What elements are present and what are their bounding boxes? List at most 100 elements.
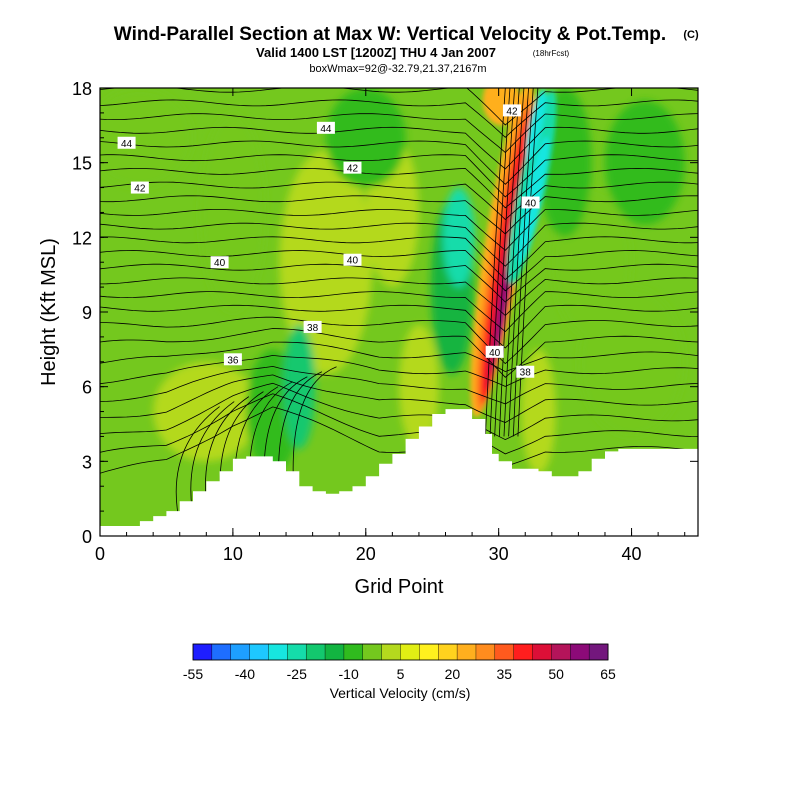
contour-label-text: 40 [489,348,501,359]
theta-contour-line [489,88,511,437]
colorbar-swatch [362,643,383,661]
colorbar-swatch [419,643,439,661]
theta-contour-line [494,88,516,437]
theta-contour-line [100,393,698,455]
terrain-mask [100,409,698,536]
theta-contour-line [100,304,698,349]
chart-info: boxWmax=92@-32.79,21.37,2167m [309,63,486,75]
contour-label-box [516,365,535,378]
theta-contour-line [100,328,698,378]
contour-label-text: 44 [121,139,133,150]
colorbar-tick-label: 20 [445,666,461,682]
theta-contour-line [100,382,698,441]
colorbar-swatch [249,643,269,661]
theta-contour-line [100,250,698,292]
y-tick-label: 15 [72,154,92,174]
contour-label-box [502,104,521,117]
colorbar-swatch [305,643,326,661]
x-tick-label: 40 [622,544,642,564]
colorbar-swatch [532,643,552,661]
contour-label: 44 [117,136,136,150]
colorbar-swatch [268,643,288,661]
theta-contour-line [100,341,698,373]
w-region-11 [283,324,316,449]
contour-label-text: 44 [320,124,332,135]
contour-label-box [343,253,362,266]
colorbar-tick-label: 50 [548,666,564,682]
contour-label-text: 40 [347,256,359,267]
colorbar [192,643,609,661]
downdraft-2 [525,88,546,162]
colorbar-swatch [287,643,307,661]
contour-label: 40 [210,256,229,269]
y-tick-label: 18 [72,79,92,99]
w-region-14 [604,100,685,225]
colorbar-tick-label: -10 [339,666,359,682]
x-axis-label: Grid Point [355,576,444,598]
colorbar-swatch [475,643,496,661]
colorbar-swatch [456,643,477,661]
y-tick-label: 9 [82,303,92,323]
theta-contour-line [100,365,698,405]
colorbar-swatch [494,643,515,661]
subtitle-note: (18hrFcst) [533,49,570,58]
x-tick-label: 30 [489,544,509,564]
colorbar-tick-label: 5 [397,666,405,682]
x-tick-label: 0 [95,544,105,564]
contour-label-box [223,353,242,366]
contour-label: 42 [130,181,149,195]
theta-contour-line [508,88,529,437]
w-region-8 [399,324,439,449]
theta-contour-line [100,154,698,198]
colorbar-swatch [570,643,590,661]
contour-label: 38 [303,320,322,334]
contour-label-box [485,345,504,358]
y-tick-label: 0 [82,527,92,547]
w-region-3 [100,88,194,188]
colorbar-swatch [513,643,534,661]
theta-contour-line [512,88,534,437]
theta-contour-line [100,209,698,251]
theta-contour-line [100,140,698,185]
contour-label: 36 [223,353,242,366]
contour-label-text: 38 [307,323,319,334]
colorbar-tick-label: 65 [600,666,616,682]
colorbar-tick-label: -55 [183,666,203,682]
plot-area: 44 42 44 42 40 40 38 36 40 38 40 42 [100,88,698,536]
contour-label: 40 [521,196,540,209]
contour-label-text: 40 [525,198,537,209]
y-tick-label: 6 [82,378,92,398]
theta-contour-line [100,195,698,235]
chart-title: Wind-Parallel Section at Max W: Vertical… [114,24,666,45]
colorbar-swatch [343,643,364,661]
contour-label-text: 40 [214,258,226,269]
colorbar-swatch [438,643,458,661]
contour-label-text: 42 [347,164,359,175]
theta-contour-line [100,316,698,365]
contour-label: 38 [516,365,535,379]
theta-contour-line [100,222,698,267]
colorbar-swatch [588,643,609,661]
colorbar-ticks: -55 -40 -25 -10 5 20 35 50 65 [183,666,616,682]
theta-contour-labels: 44 42 44 42 40 40 38 36 40 38 40 42 [117,104,540,379]
colorbar-swatch [551,643,571,661]
colorbar-frame [192,643,609,661]
colorbar-tick-label: -25 [287,666,307,682]
theta-contour-line [100,374,698,423]
colorbar-swatch [381,643,401,661]
contour-label-text: 42 [506,106,518,117]
theta-contour-line [100,236,698,281]
theta-contour-line [100,263,698,303]
contour-label-box [210,256,229,269]
chart-subtitle: Valid 1400 LST [1200Z] THU 4 Jan 2007 [256,45,496,60]
theta-contour-line [484,88,506,437]
x-axis: 0 10 20 30 40 [95,88,686,564]
theta-contour-line [100,291,698,333]
contour-label-box [521,196,540,209]
w-region-0 [279,150,373,375]
theta-contour-line [175,406,220,524]
contour-label-box [117,136,136,149]
colorbar-label: Vertical Velocity (cm/s) [330,685,471,701]
